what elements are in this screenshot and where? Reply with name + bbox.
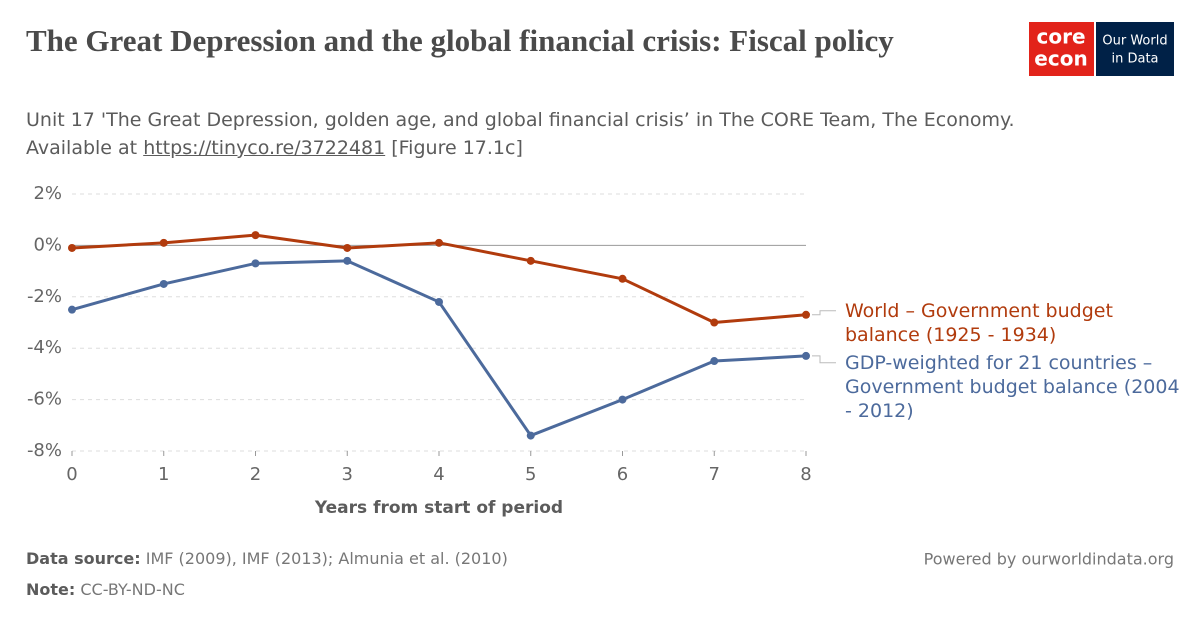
logo-owid-2: in Data [1111, 52, 1158, 67]
logo-core: core [1036, 25, 1085, 49]
subtitle-text: Unit 17 'The Great Depression, golden ag… [26, 109, 1015, 159]
data-point [618, 274, 627, 283]
logo-owid-1: Our World [1102, 34, 1167, 49]
data-point [435, 238, 443, 247]
data-point [802, 310, 810, 319]
source-text: IMF (2009), IMF (2013); Almunia et al. (… [145, 549, 508, 568]
logo-core-box [1029, 22, 1094, 76]
data-point [710, 357, 719, 366]
note-label: Note: [26, 580, 76, 599]
logo-econ: econ [1034, 47, 1087, 71]
y-tick-label: -6% [27, 389, 62, 410]
credit: Powered by ourworldindata.org [924, 550, 1174, 569]
title: The Great Depression and the global fina… [26, 23, 894, 58]
data-point [68, 305, 76, 314]
data-point [802, 351, 810, 360]
data-point [526, 256, 535, 265]
y-tick-label: -4% [27, 337, 62, 358]
x-axis-title: Years from start of period [314, 498, 563, 518]
y-tick-label: 2% [33, 183, 62, 204]
x-tick-label: 0 [66, 464, 77, 485]
data-point [251, 231, 260, 240]
x-tick-label: 6 [617, 464, 628, 485]
y-tick-label: -2% [27, 286, 62, 307]
logo-owid-box [1096, 22, 1174, 76]
data-point [159, 238, 168, 247]
legend-connector [812, 355, 836, 364]
source-label: Data source: [26, 549, 141, 568]
note: Note: CC-BY-ND-NC [26, 580, 185, 599]
x-tick-label: 8 [800, 464, 811, 485]
data-point [251, 259, 260, 268]
note-text: CC-BY-ND-NC [80, 580, 185, 599]
data-point [710, 318, 719, 327]
x-tick-label: 4 [433, 464, 444, 485]
data-point [343, 256, 352, 265]
data-point [618, 395, 627, 404]
legend-connector [812, 310, 836, 316]
subtitle-end: [Figure 17.1c] [385, 137, 523, 159]
data-point [526, 431, 535, 440]
x-tick-label: 3 [342, 464, 353, 485]
x-tick-label: 5 [525, 464, 536, 485]
subtitle-link[interactable]: https://tinyco.re/3722481 [143, 137, 386, 159]
subtitle: Unit 17 'The Great Depression, golden ag… [26, 106, 1016, 162]
data-point [159, 279, 168, 288]
x-tick-label: 1 [158, 464, 169, 485]
legend-label: GDP-weighted for 21 countries – Governme… [845, 351, 1180, 422]
series-line [71, 259, 807, 438]
legend-label: World – Government budget balance (1925 … [845, 299, 1113, 346]
source: Data source: IMF (2009), IMF (2013); Alm… [26, 549, 508, 568]
data-point [68, 243, 76, 252]
data-point [435, 297, 443, 306]
y-tick-label: 0% [33, 234, 62, 255]
x-tick-label: 7 [709, 464, 720, 485]
data-point [343, 243, 352, 252]
x-tick-label: 2 [250, 464, 261, 485]
y-tick-label: -8% [27, 440, 62, 461]
